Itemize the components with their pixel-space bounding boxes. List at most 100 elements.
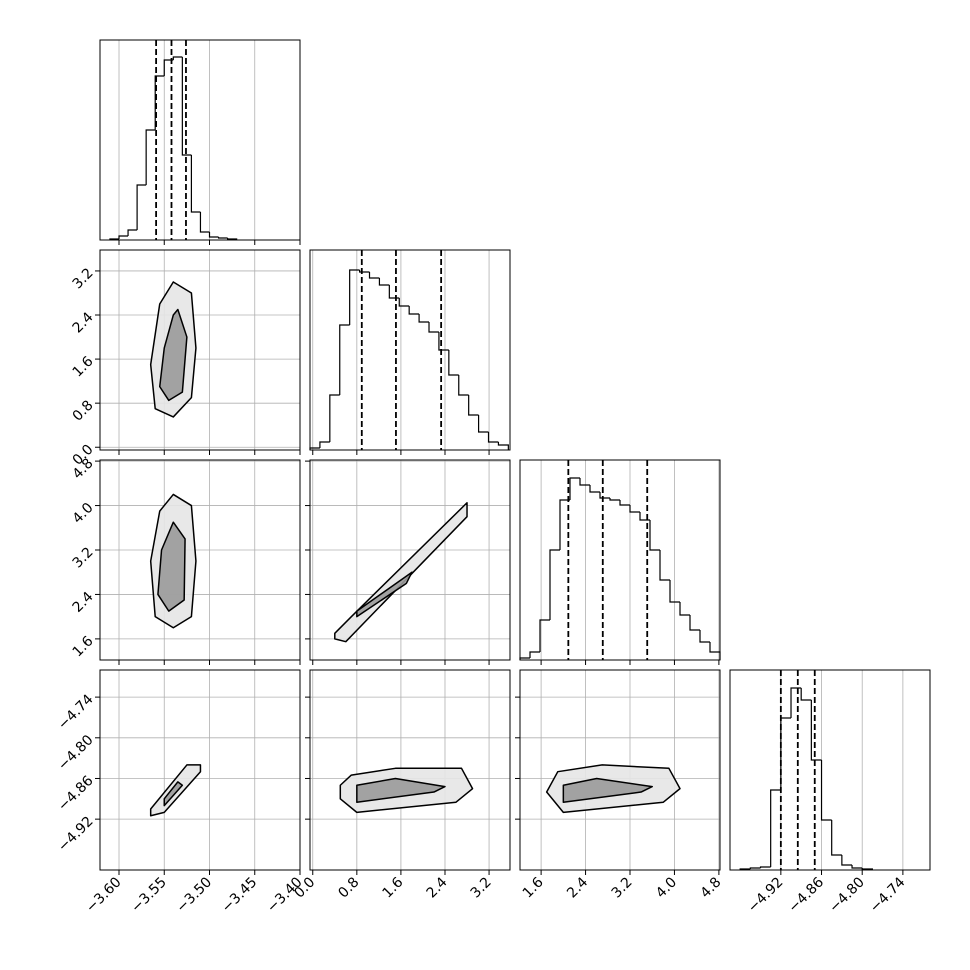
hist-bin [145,129,156,185]
y-tick-label: 4.0 [70,500,97,527]
hist-bin [800,688,812,701]
x-tick-label: 2.4 [564,874,591,901]
x-tick-label: −4.80 [826,874,868,916]
y-tick-label: 1.6 [70,633,97,660]
hist-bin [468,395,479,416]
x-tick-label: 1.6 [520,874,547,901]
x-tick-label: 4.8 [697,874,724,901]
hist-bin [388,285,400,299]
hist-bin [749,867,761,869]
panel-frame [309,249,511,451]
y-tick-label: 1.6 [70,353,97,380]
hist-bin [669,580,680,603]
panel-frame [99,669,301,871]
hist-bin [831,820,842,856]
y-tick-label: 3.2 [70,265,97,292]
x-tick-label: 0.8 [335,874,362,901]
x-tick-label: −3.55 [128,874,170,916]
hist-bin [477,415,489,433]
hist-bin [438,332,449,351]
hist-bin [549,549,560,620]
y-tick-label: 2.4 [70,309,97,336]
hist-bin [599,492,610,499]
hist-bin [458,375,469,396]
x-tick-label: −3.50 [174,874,216,916]
hist-bin [181,57,192,156]
hist-bin [639,512,650,521]
hist-bin [619,500,630,506]
y-tick-label: −4.74 [55,691,97,733]
hist-bin [349,269,360,325]
hist-bin [770,789,781,867]
hist-bin [154,75,165,130]
y-tick-label: −4.86 [55,773,97,815]
panel-frame [309,669,511,871]
contour [356,777,446,803]
hist-bin [378,278,390,286]
x-tick-label: −4.92 [745,874,787,916]
hist-bin [841,855,853,866]
x-tick-label: 2.4 [424,874,451,901]
panel-frame [519,669,721,871]
hist-bin [659,550,670,581]
hist-bin [199,212,210,233]
hist-bin [780,717,792,790]
hist-bin [408,306,420,315]
hist-bin [559,499,570,550]
hist-bin [851,865,863,869]
panel-frame [309,459,511,661]
x-tick-label: 3.2 [609,874,636,901]
hist-bin [629,505,640,513]
y-tick-label: −4.92 [55,813,97,855]
x-tick-label: −4.74 [867,874,909,916]
hist-bin [448,350,459,376]
hist-bin [689,615,700,631]
hist-bin [487,432,499,443]
hist-bin [699,630,710,643]
contour [158,308,188,402]
hist-bin [136,184,147,230]
x-tick-label: 4.0 [653,874,680,901]
hist-bin [539,619,550,652]
hist-bin [127,229,138,236]
panel-frame [729,669,931,871]
hist-bin [172,56,183,60]
hist-bin [208,232,219,238]
hist-bin [418,314,430,323]
hist-bin [589,485,600,493]
y-tick-label: 3.2 [70,544,97,571]
y-tick-label: 2.4 [70,589,97,616]
hist-bin [609,498,620,501]
panel-frame [99,459,301,661]
hist-bin [428,322,439,333]
hist-bin [118,235,129,239]
hist-bin [398,298,410,307]
hist-bin [529,651,540,658]
hist-bin [569,477,580,500]
hist-bin [810,700,822,761]
hist-bin [649,520,660,551]
x-tick-label: −4.86 [786,874,828,916]
panel-frame [519,459,721,661]
hist-bin [368,272,380,279]
hist-bin [163,59,174,76]
contour [163,781,184,807]
x-tick-label: −3.60 [83,874,125,916]
hist-bin [759,866,771,868]
panel-frame [99,249,301,451]
hist-bin [329,394,340,442]
hist-bin [579,478,590,486]
y-tick-label: 0.8 [70,398,97,425]
x-tick-label: −3.45 [219,874,261,916]
hist-bin [679,602,690,616]
hist-bin [217,237,228,239]
contour [562,777,653,803]
hist-bin [339,324,350,395]
hist-bin [497,442,509,450]
hist-bin [790,687,802,718]
x-tick-label: 1.6 [380,874,407,901]
panel-frame [99,39,301,241]
hist-bin [190,155,201,213]
